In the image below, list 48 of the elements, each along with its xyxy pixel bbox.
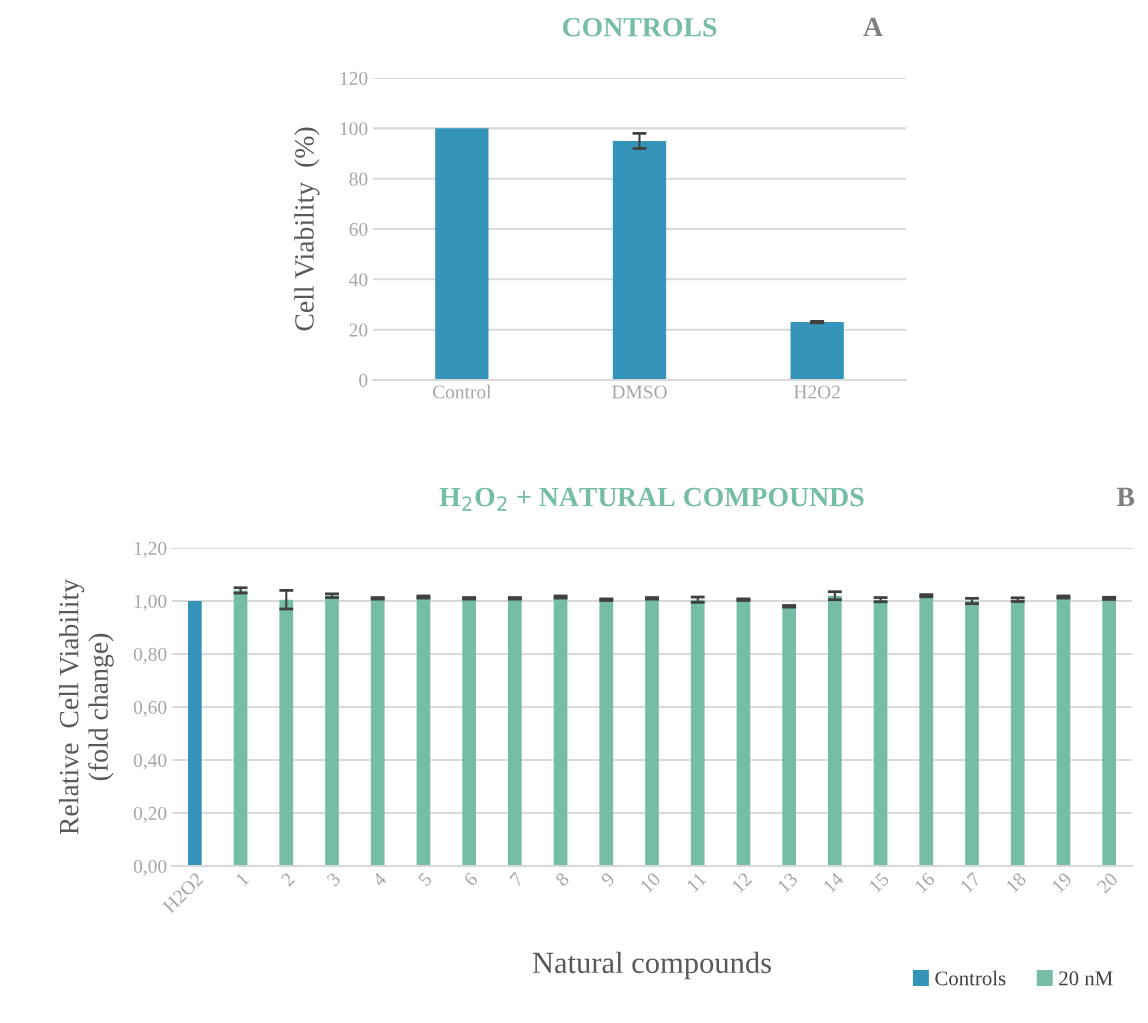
- x-tick-label: 5: [417, 871, 433, 887]
- x-tick-label: 16: [914, 871, 936, 894]
- x-tick-label: Control: [432, 384, 492, 399]
- y-tick-label: 80: [349, 172, 368, 186]
- x-tick-label: 13: [777, 871, 799, 894]
- x-tick-label: 8: [554, 871, 570, 887]
- y-tick-label: 40: [349, 273, 368, 287]
- x-tick-label: H2O2: [793, 385, 840, 399]
- y-tick-label: 60: [349, 222, 368, 236]
- x-tick-label: 15: [868, 871, 890, 894]
- chart-title: H$_{2}$O$_{2}$ + NATURAL COMPOUNDS: [439, 487, 864, 511]
- bar: [790, 322, 844, 380]
- x-tick-label: 17: [959, 871, 982, 893]
- y-axis-title: Relative Cell Viability (fold change): [58, 578, 114, 835]
- y-tick-label: 1,20: [134, 541, 167, 558]
- y-tick-label: 20: [349, 323, 368, 337]
- y-tick-label: 120: [340, 71, 368, 85]
- text: A: [863, 17, 883, 36]
- text: B: [1116, 487, 1135, 507]
- y-tick-label: 0,20: [133, 806, 167, 823]
- x-tick-label: 7: [509, 871, 524, 887]
- x-axis-title: Natural compounds: [532, 951, 771, 980]
- x-tick-label: 18: [1005, 871, 1027, 894]
- x-tick-label: 11: [686, 872, 707, 893]
- bar: [435, 128, 489, 380]
- x-tick-label: DMSO: [611, 385, 667, 399]
- x-tick-label: 6: [463, 871, 479, 887]
- y-tick-label: 100: [340, 122, 368, 136]
- x-tick-label: 20: [1096, 871, 1119, 894]
- x-tick-label: 12: [731, 872, 753, 893]
- x-tick-label: 3: [326, 871, 342, 887]
- y-tick-label: 0,60: [133, 700, 167, 717]
- y-tick-label: 0,40: [133, 753, 167, 770]
- x-tick-label: 9: [600, 871, 616, 887]
- legend-label: 20 nM: [1059, 971, 1113, 986]
- x-tick-label: 1: [235, 872, 250, 887]
- y-tick-label: 0: [359, 373, 368, 387]
- legend-label: Controls: [935, 970, 1006, 986]
- bar: [612, 140, 667, 380]
- x-tick-label: 19: [1051, 871, 1073, 894]
- y-tick-label: 1,00: [134, 594, 167, 611]
- x-tick-label: 2: [280, 872, 296, 887]
- x-tick-label: 4: [371, 871, 388, 888]
- x-tick-label: 14: [822, 871, 845, 893]
- y-axis-title: Cell Viability (%): [294, 127, 320, 331]
- x-tick-label: 10: [639, 871, 662, 894]
- y-tick-label: 0,80: [133, 647, 167, 664]
- chart-title: CONTROLS: [562, 17, 717, 37]
